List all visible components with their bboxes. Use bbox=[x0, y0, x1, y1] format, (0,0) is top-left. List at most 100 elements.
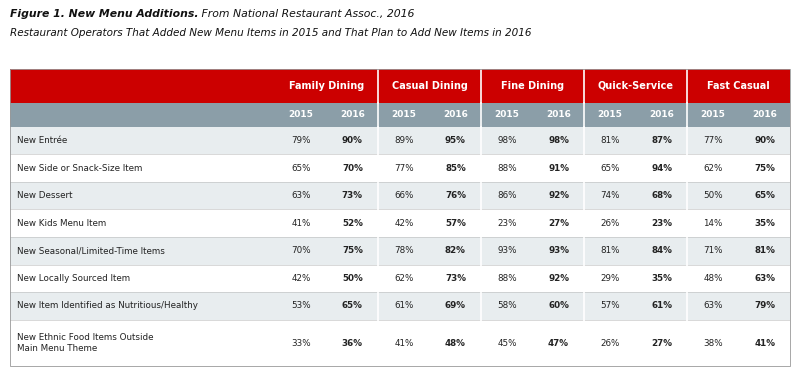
Text: 93%: 93% bbox=[498, 246, 517, 255]
Text: 41%: 41% bbox=[394, 339, 414, 347]
Bar bbox=[10, 103, 275, 127]
Bar bbox=[275, 103, 378, 127]
Text: 33%: 33% bbox=[291, 339, 310, 347]
Text: 79%: 79% bbox=[291, 136, 310, 145]
Text: 93%: 93% bbox=[548, 246, 569, 255]
Text: 77%: 77% bbox=[703, 136, 723, 145]
Text: 45%: 45% bbox=[498, 339, 517, 347]
Text: 61%: 61% bbox=[394, 301, 414, 310]
Text: 81%: 81% bbox=[600, 246, 620, 255]
Text: 90%: 90% bbox=[342, 136, 363, 145]
Text: 2015: 2015 bbox=[494, 110, 519, 119]
Text: 75%: 75% bbox=[342, 246, 363, 255]
Text: 48%: 48% bbox=[703, 274, 723, 283]
Text: 73%: 73% bbox=[445, 274, 466, 283]
Bar bbox=[584, 69, 687, 103]
Text: 92%: 92% bbox=[548, 274, 569, 283]
Text: 65%: 65% bbox=[291, 164, 310, 173]
Bar bbox=[687, 103, 790, 127]
Text: 41%: 41% bbox=[754, 339, 775, 347]
Bar bbox=[10, 127, 790, 154]
Text: 88%: 88% bbox=[497, 274, 517, 283]
Text: New Locally Sourced Item: New Locally Sourced Item bbox=[18, 274, 130, 283]
Text: 58%: 58% bbox=[497, 301, 517, 310]
Bar bbox=[10, 264, 790, 292]
Bar bbox=[10, 182, 790, 209]
Text: 41%: 41% bbox=[291, 219, 310, 228]
Text: 74%: 74% bbox=[600, 191, 620, 200]
Text: 86%: 86% bbox=[498, 191, 517, 200]
Bar bbox=[10, 209, 790, 237]
Bar bbox=[275, 69, 378, 103]
Text: 65%: 65% bbox=[600, 164, 620, 173]
Text: Quick-Service: Quick-Service bbox=[598, 81, 674, 91]
Text: 23%: 23% bbox=[498, 219, 517, 228]
Text: 48%: 48% bbox=[445, 339, 466, 347]
Text: 27%: 27% bbox=[651, 339, 672, 347]
Text: 2015: 2015 bbox=[701, 110, 726, 119]
Text: 2015: 2015 bbox=[598, 110, 622, 119]
Text: New Seasonal/Limited-Time Items: New Seasonal/Limited-Time Items bbox=[18, 246, 166, 255]
Text: 35%: 35% bbox=[651, 274, 672, 283]
Text: 70%: 70% bbox=[342, 164, 363, 173]
Text: 2016: 2016 bbox=[752, 110, 777, 119]
Text: Casual Dining: Casual Dining bbox=[392, 81, 468, 91]
Text: 53%: 53% bbox=[291, 301, 310, 310]
Text: 57%: 57% bbox=[445, 219, 466, 228]
Text: 35%: 35% bbox=[754, 219, 775, 228]
Text: 38%: 38% bbox=[703, 339, 723, 347]
Text: 23%: 23% bbox=[651, 219, 672, 228]
Text: 2016: 2016 bbox=[340, 110, 365, 119]
Text: 98%: 98% bbox=[548, 136, 569, 145]
Bar bbox=[378, 69, 482, 103]
Text: 98%: 98% bbox=[498, 136, 517, 145]
Text: 61%: 61% bbox=[651, 301, 672, 310]
Bar bbox=[10, 292, 790, 320]
Text: 2016: 2016 bbox=[443, 110, 468, 119]
Text: 26%: 26% bbox=[600, 339, 620, 347]
Text: New Dessert: New Dessert bbox=[18, 191, 73, 200]
Bar bbox=[10, 69, 275, 103]
Text: 62%: 62% bbox=[703, 164, 722, 173]
Bar bbox=[687, 69, 790, 103]
Text: Family Dining: Family Dining bbox=[289, 81, 364, 91]
Text: New Side or Snack-Size Item: New Side or Snack-Size Item bbox=[18, 164, 142, 173]
Text: 77%: 77% bbox=[394, 164, 414, 173]
Text: 81%: 81% bbox=[754, 246, 775, 255]
Text: 52%: 52% bbox=[342, 219, 363, 228]
Text: 14%: 14% bbox=[703, 219, 722, 228]
Text: 91%: 91% bbox=[548, 164, 569, 173]
Text: 81%: 81% bbox=[600, 136, 620, 145]
Text: From National Restaurant Assoc., 2016: From National Restaurant Assoc., 2016 bbox=[198, 9, 414, 19]
Text: 73%: 73% bbox=[342, 191, 363, 200]
Text: 65%: 65% bbox=[342, 301, 363, 310]
Text: 70%: 70% bbox=[291, 246, 310, 255]
Text: 94%: 94% bbox=[651, 164, 672, 173]
Text: 78%: 78% bbox=[394, 246, 414, 255]
Text: New Ethnic Food Items Outside
Main Menu Theme: New Ethnic Food Items Outside Main Menu … bbox=[18, 333, 154, 353]
Text: 26%: 26% bbox=[600, 219, 620, 228]
Text: 57%: 57% bbox=[600, 301, 620, 310]
Bar bbox=[482, 69, 584, 103]
Text: 76%: 76% bbox=[445, 191, 466, 200]
Text: 42%: 42% bbox=[394, 219, 414, 228]
Text: 84%: 84% bbox=[651, 246, 672, 255]
Text: 87%: 87% bbox=[651, 136, 672, 145]
Text: 2016: 2016 bbox=[546, 110, 571, 119]
Text: Figure 1. New Menu Additions.: Figure 1. New Menu Additions. bbox=[10, 9, 198, 19]
Text: 95%: 95% bbox=[445, 136, 466, 145]
Text: 36%: 36% bbox=[342, 339, 363, 347]
Text: Restaurant Operators That Added New Menu Items in 2015 and That Plan to Add New : Restaurant Operators That Added New Menu… bbox=[10, 28, 531, 38]
Text: 90%: 90% bbox=[754, 136, 775, 145]
Bar bbox=[10, 154, 790, 182]
Text: New Item Identified as Nutritious/Healthy: New Item Identified as Nutritious/Health… bbox=[18, 301, 198, 310]
Text: Fine Dining: Fine Dining bbox=[501, 81, 564, 91]
Bar bbox=[482, 103, 584, 127]
Text: 79%: 79% bbox=[754, 301, 775, 310]
Text: 29%: 29% bbox=[600, 274, 620, 283]
Text: 85%: 85% bbox=[445, 164, 466, 173]
Text: 42%: 42% bbox=[291, 274, 310, 283]
Text: 2016: 2016 bbox=[649, 110, 674, 119]
Text: 66%: 66% bbox=[394, 191, 414, 200]
Text: 2015: 2015 bbox=[391, 110, 416, 119]
